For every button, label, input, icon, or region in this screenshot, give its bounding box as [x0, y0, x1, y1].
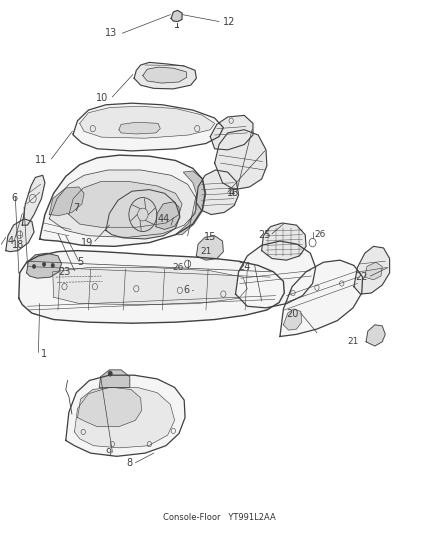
Text: 21: 21	[201, 247, 212, 256]
Text: 24: 24	[238, 262, 251, 271]
Text: 18: 18	[12, 240, 24, 251]
Text: 5: 5	[78, 257, 84, 267]
Polygon shape	[283, 309, 302, 330]
Polygon shape	[196, 236, 223, 260]
Text: 25: 25	[259, 230, 271, 240]
Polygon shape	[27, 253, 61, 278]
Polygon shape	[215, 130, 267, 190]
Text: 15: 15	[204, 232, 216, 243]
Text: 6: 6	[183, 285, 189, 295]
Text: 9: 9	[105, 448, 111, 458]
Text: 1: 1	[42, 349, 48, 359]
Polygon shape	[22, 175, 45, 225]
Text: 11: 11	[35, 156, 47, 165]
Polygon shape	[49, 170, 196, 237]
Polygon shape	[99, 370, 130, 387]
Polygon shape	[354, 246, 390, 294]
Polygon shape	[49, 187, 84, 216]
Polygon shape	[280, 260, 363, 336]
Polygon shape	[6, 219, 34, 252]
Text: Console-Floor   YT991L2AA: Console-Floor YT991L2AA	[162, 513, 276, 522]
Text: 4: 4	[7, 236, 14, 246]
Polygon shape	[53, 268, 247, 305]
Polygon shape	[236, 241, 316, 308]
Circle shape	[32, 264, 36, 269]
Polygon shape	[365, 262, 382, 280]
Polygon shape	[78, 387, 141, 426]
Text: 21: 21	[348, 337, 359, 346]
Polygon shape	[261, 223, 306, 260]
Text: 13: 13	[105, 28, 117, 38]
Circle shape	[42, 262, 46, 266]
Text: 6: 6	[12, 192, 18, 203]
Polygon shape	[143, 67, 187, 83]
Polygon shape	[366, 325, 385, 346]
Polygon shape	[73, 103, 223, 151]
Text: 7: 7	[73, 203, 79, 213]
Text: 16: 16	[227, 188, 239, 198]
Text: 22: 22	[355, 272, 368, 282]
Polygon shape	[80, 107, 215, 138]
Text: 26: 26	[173, 263, 184, 272]
Polygon shape	[74, 387, 175, 448]
Text: 20: 20	[286, 309, 298, 319]
Text: 10: 10	[96, 93, 108, 103]
Polygon shape	[66, 375, 185, 456]
Polygon shape	[156, 202, 180, 229]
Polygon shape	[119, 122, 160, 134]
Circle shape	[108, 371, 113, 376]
Polygon shape	[106, 190, 180, 239]
Polygon shape	[40, 155, 205, 246]
Text: 12: 12	[223, 17, 236, 27]
Polygon shape	[134, 62, 196, 89]
Text: 23: 23	[58, 267, 70, 277]
Polygon shape	[19, 251, 284, 323]
Text: 8: 8	[127, 458, 133, 467]
Polygon shape	[196, 170, 239, 215]
Text: 44: 44	[158, 214, 170, 224]
Text: 26: 26	[314, 230, 325, 239]
Polygon shape	[176, 171, 206, 235]
Polygon shape	[171, 11, 182, 21]
Text: 4: 4	[229, 188, 235, 198]
Polygon shape	[69, 182, 182, 227]
Polygon shape	[210, 115, 253, 150]
Text: 19: 19	[81, 238, 93, 248]
Circle shape	[51, 263, 54, 268]
